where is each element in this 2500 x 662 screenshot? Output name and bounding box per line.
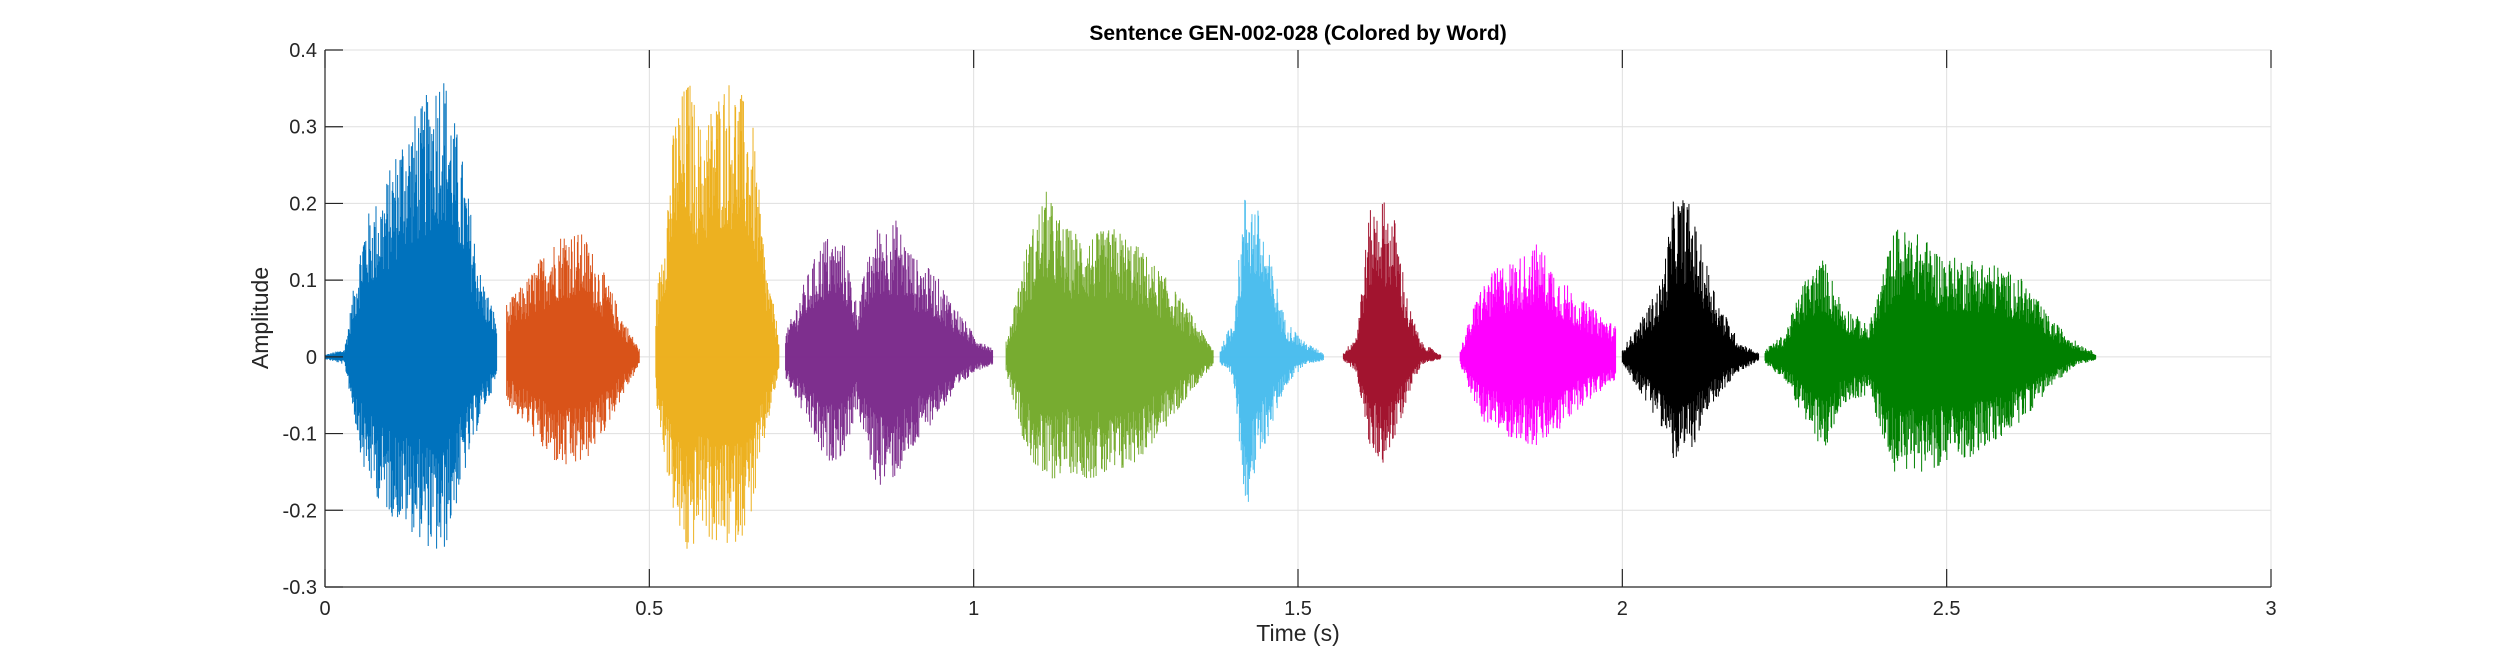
word-segment-9 [1621, 200, 1760, 458]
x-tick-label: 1 [968, 598, 979, 620]
y-tick-label: -0.1 [283, 424, 317, 446]
waveform-line [1621, 200, 1760, 458]
x-tick-label: 0 [319, 598, 330, 620]
word-segment-7 [1342, 202, 1442, 463]
waveform-line [655, 85, 780, 549]
y-tick-label: 0 [306, 347, 317, 369]
word-segment-4 [785, 220, 994, 485]
word-segment-6 [1219, 199, 1324, 502]
y-tick-label: -0.2 [283, 500, 317, 522]
y-tick-label: 0.4 [289, 40, 317, 62]
x-tick-label: 2 [1617, 598, 1628, 620]
y-axis-label: Amplitude [247, 267, 273, 369]
waveform-line [1005, 191, 1214, 479]
x-tick-label: 3 [2265, 598, 2276, 620]
waveform-line [785, 220, 994, 485]
x-tick-label: 0.5 [635, 598, 663, 620]
chart-title: Sentence GEN-002-028 (Colored by Word) [1089, 22, 1506, 45]
y-tick-label: 0.2 [289, 193, 317, 215]
word-segment-10 [1764, 229, 2097, 472]
word-segment-3 [655, 85, 780, 549]
y-tick-label: -0.3 [283, 577, 317, 599]
word-segment-8 [1459, 244, 1617, 445]
word-segment-5 [1005, 191, 1214, 479]
waveform-series [324, 83, 2097, 549]
tick-labels: 0 0.5 1 1.5 2 2.5 3 -0.3 -0.2 -0.1 0 0.1 0.2 0.3 0.4 [283, 40, 2277, 620]
x-axis-label: Time (s) [1256, 620, 1339, 646]
x-tick-label: 2.5 [1933, 598, 1961, 620]
x-tick-label: 1.5 [1284, 598, 1312, 620]
y-tick-label: 0.3 [289, 117, 317, 139]
axes [324, 49, 2272, 588]
y-tick-label: 0.1 [289, 270, 317, 292]
word-segment-2 [506, 234, 640, 465]
